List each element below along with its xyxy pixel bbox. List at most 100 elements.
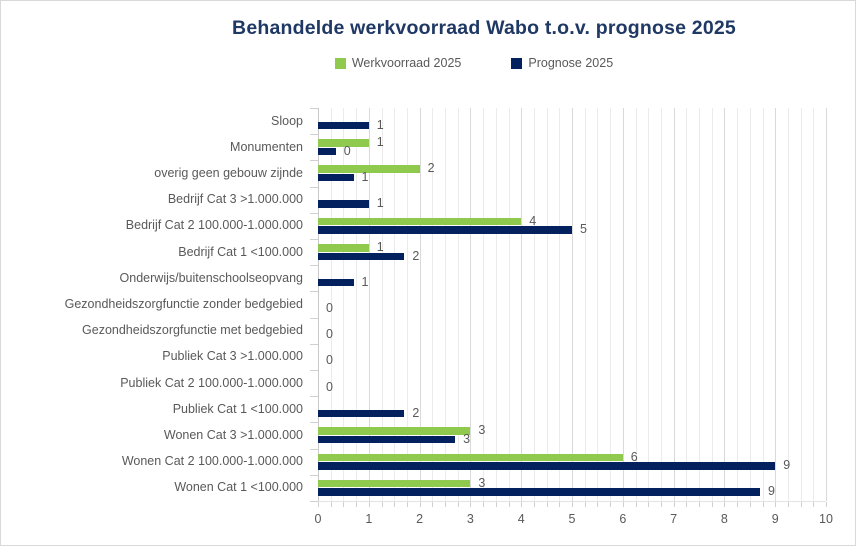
legend-swatch-prognose-icon <box>511 57 523 69</box>
major-gridline <box>368 108 370 501</box>
x-axis-label: 3 <box>466 512 474 526</box>
category-label: Onderwijs/buitenschoolseopvang <box>119 270 303 285</box>
major-gridline <box>572 108 573 501</box>
minor-gridline <box>330 108 332 501</box>
x-axis-tick <box>419 502 421 507</box>
x-axis-tick <box>800 502 802 507</box>
x-axis-tick <box>445 502 446 507</box>
category-axis-tick <box>310 265 318 267</box>
data-label: 1 <box>361 169 369 184</box>
x-axis-tick <box>368 502 370 507</box>
major-gridline <box>673 108 675 501</box>
minor-gridline <box>800 108 802 501</box>
x-axis-label: 9 <box>771 512 779 526</box>
minor-gridline <box>343 108 345 501</box>
bar-row: 2 <box>318 396 826 422</box>
x-axis-tick <box>318 502 319 507</box>
category-axis-tick <box>310 134 318 136</box>
werkvoorraad-bar <box>318 479 471 488</box>
x-axis-label: 2 <box>416 512 424 526</box>
category-label: Publiek Cat 1 <100.000 <box>172 401 303 416</box>
x-axis-tick <box>533 502 535 507</box>
prognose-bar <box>318 462 776 470</box>
werkvoorraad-bar <box>318 244 369 252</box>
category-label: Wonen Cat 3 >1.000.000 <box>163 428 303 442</box>
x-axis-tick <box>330 502 332 507</box>
x-axis-label: 10 <box>819 512 833 526</box>
minor-gridline <box>546 108 548 501</box>
category-label: Wonen Cat 2 100.000-1.000.000 <box>121 454 303 469</box>
category-label: Publiek Cat 2 100.000-1.000.000 <box>120 375 303 390</box>
x-axis-tick-labels: 0 1 2 3 4 5 6 7 8 9 10 <box>1 512 855 532</box>
x-axis-tick <box>787 502 789 507</box>
minor-gridline <box>699 108 700 501</box>
werkvoorraad-bar <box>318 139 369 147</box>
legend-label-prognose: Prognose 2025 <box>528 56 614 70</box>
data-label: 0 <box>326 353 333 368</box>
minor-gridline <box>394 108 396 501</box>
minor-gridline <box>445 108 446 501</box>
data-label: 1 <box>376 135 384 150</box>
data-label: 4 <box>529 213 537 228</box>
x-axis-tick <box>660 502 662 507</box>
x-axis-tick <box>699 502 700 507</box>
category-axis-tick <box>310 186 318 188</box>
category-axis-tick <box>310 212 318 214</box>
x-axis-label: 7 <box>670 512 678 526</box>
werkvoorraad-bar <box>318 165 420 173</box>
x-axis-tick <box>356 502 358 507</box>
category-axis-tick <box>310 343 318 345</box>
minor-gridline <box>406 108 408 501</box>
bar-row: 0 <box>318 318 826 344</box>
legend-label-werkvoorraad: Werkvoorraad 2025 <box>351 56 462 70</box>
data-label: 0 <box>343 143 351 158</box>
legend-swatch-werkvoorraad-icon <box>334 57 346 69</box>
x-axis-tick <box>343 502 345 507</box>
prognose-bar <box>318 488 760 496</box>
minor-gridline <box>381 108 383 501</box>
x-axis-tick <box>572 502 573 507</box>
x-axis-tick <box>483 502 485 507</box>
category-label: Monumenten <box>230 139 303 154</box>
data-label: 1 <box>376 196 384 211</box>
x-axis-tick <box>584 502 586 507</box>
prognose-bar <box>318 226 572 234</box>
category-axis-tick <box>310 239 318 240</box>
x-axis-tick <box>775 502 777 507</box>
werkvoorraad-bar <box>318 427 471 435</box>
category-axis-tick <box>310 370 318 371</box>
data-label: 3 <box>478 475 486 490</box>
minor-gridline <box>495 108 497 501</box>
x-axis-tick <box>711 502 713 507</box>
x-axis-tick <box>635 502 637 507</box>
x-axis-label: 4 <box>517 512 525 526</box>
x-axis-label: 1 <box>365 512 373 526</box>
category-axis-tick <box>310 108 318 109</box>
x-axis-tick <box>495 502 497 507</box>
data-label: 1 <box>376 117 384 132</box>
x-axis-tick <box>546 502 548 507</box>
category-axis-tick <box>310 317 318 319</box>
minor-gridline <box>457 108 459 501</box>
minor-gridline <box>483 108 485 501</box>
category-label: Wonen Cat 1 <100.000 <box>174 480 303 495</box>
x-axis-tick <box>648 502 650 507</box>
data-label: 2 <box>412 405 420 420</box>
prognose-bar <box>318 252 405 260</box>
data-label: 9 <box>767 484 775 499</box>
data-label: 9 <box>783 458 791 473</box>
data-label: 2 <box>412 248 420 263</box>
x-axis-tick <box>597 502 599 507</box>
prognose-bar <box>318 435 456 444</box>
x-axis-tick <box>470 502 472 507</box>
data-label: 5 <box>580 222 587 237</box>
x-axis-tick <box>559 502 561 507</box>
minor-gridline <box>660 108 662 501</box>
data-label: 1 <box>361 274 369 289</box>
category-label: Gezondheidszorgfunctie met bedgebied <box>82 323 303 338</box>
major-gridline <box>724 108 726 501</box>
werkvoorraad-bar <box>318 453 623 462</box>
